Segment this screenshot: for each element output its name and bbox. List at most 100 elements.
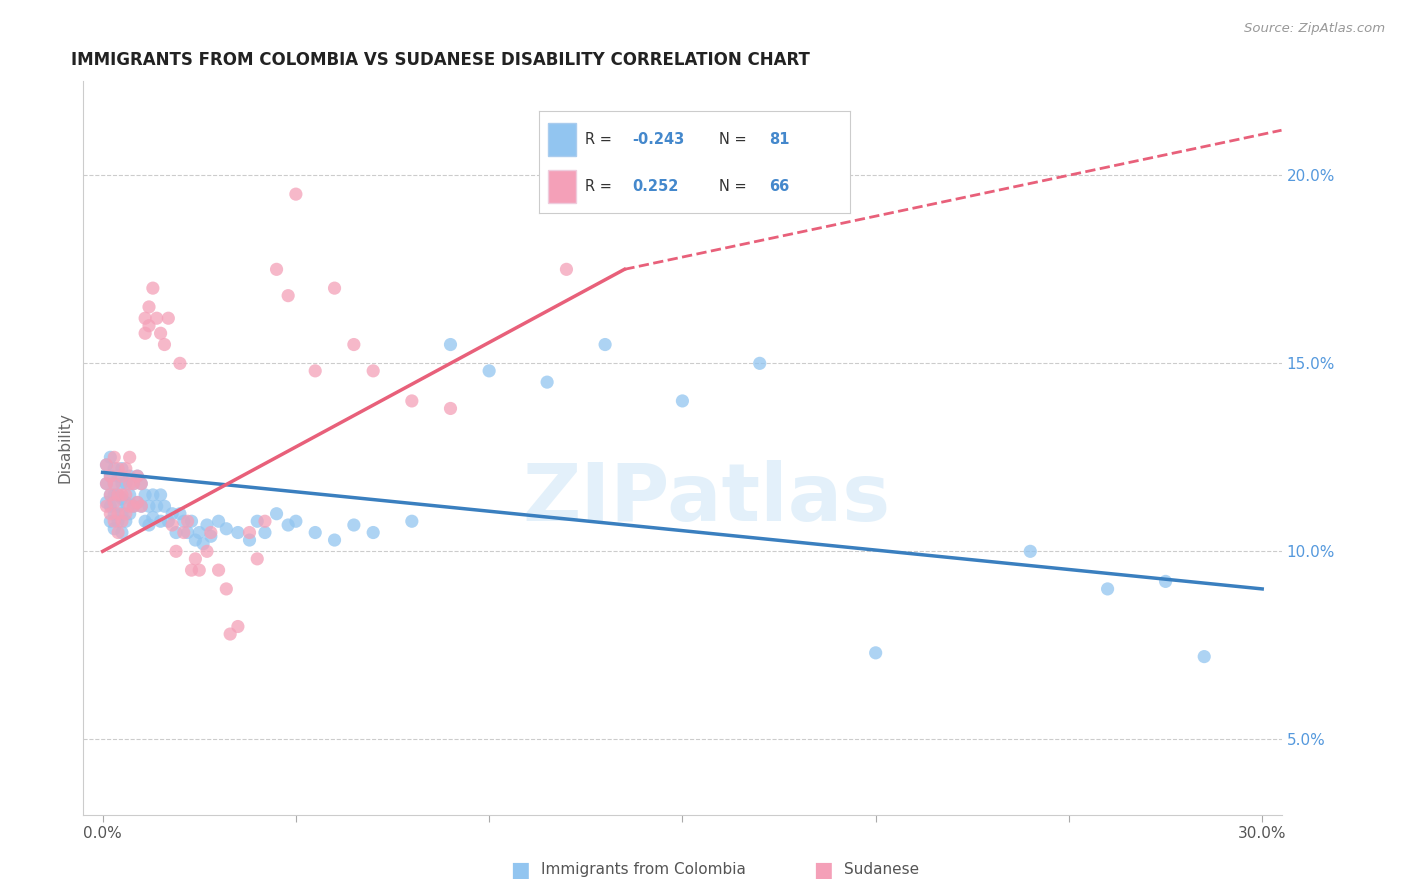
Point <box>114 461 136 475</box>
Point <box>238 525 260 540</box>
Point <box>748 356 770 370</box>
Point <box>111 507 134 521</box>
Point <box>593 337 616 351</box>
Point <box>1154 574 1177 589</box>
Point <box>118 499 141 513</box>
Point <box>129 499 152 513</box>
Point <box>361 364 384 378</box>
Point <box>536 375 558 389</box>
Point <box>134 514 156 528</box>
Point <box>173 514 195 528</box>
Point <box>160 518 183 533</box>
Text: Immigrants from Colombia: Immigrants from Colombia <box>541 863 747 877</box>
Point <box>103 450 125 465</box>
Point <box>200 525 222 540</box>
Point <box>96 476 118 491</box>
Point <box>180 563 202 577</box>
Text: Source: ZipAtlas.com: Source: ZipAtlas.com <box>1244 22 1385 36</box>
Point <box>142 488 165 502</box>
Point <box>184 552 207 566</box>
Point <box>478 364 501 378</box>
Text: ZIPatlas: ZIPatlas <box>522 460 890 538</box>
Text: IMMIGRANTS FROM COLOMBIA VS SUDANESE DISABILITY CORRELATION CHART: IMMIGRANTS FROM COLOMBIA VS SUDANESE DIS… <box>72 51 810 69</box>
Point <box>103 476 125 491</box>
Point <box>138 499 160 513</box>
Point <box>671 393 693 408</box>
Point <box>1019 544 1042 558</box>
Point <box>439 337 461 351</box>
Point <box>343 337 366 351</box>
Point <box>238 533 260 547</box>
Point <box>107 461 129 475</box>
Point <box>98 488 121 502</box>
Point <box>343 518 366 533</box>
Point <box>98 450 121 465</box>
Point <box>114 476 136 491</box>
Point <box>145 499 167 513</box>
Point <box>165 525 187 540</box>
Point <box>103 514 125 528</box>
Point <box>103 522 125 536</box>
Point <box>401 393 423 408</box>
Point <box>865 646 887 660</box>
Point <box>111 461 134 475</box>
Y-axis label: Disability: Disability <box>58 412 72 483</box>
Point <box>103 488 125 502</box>
Text: ■: ■ <box>510 860 530 880</box>
Point <box>118 488 141 502</box>
Point <box>98 488 121 502</box>
Point <box>129 476 152 491</box>
Point <box>323 281 346 295</box>
Point <box>96 495 118 509</box>
Point <box>103 476 125 491</box>
Point <box>555 262 578 277</box>
Point <box>401 514 423 528</box>
Point <box>219 627 242 641</box>
Point <box>103 507 125 521</box>
Point <box>246 552 269 566</box>
Point <box>323 533 346 547</box>
Point <box>277 288 299 302</box>
Point <box>142 281 165 295</box>
Point <box>114 488 136 502</box>
Point <box>188 563 211 577</box>
Point <box>122 499 145 513</box>
Point <box>114 514 136 528</box>
Point <box>215 582 238 596</box>
Point <box>176 514 198 528</box>
Point <box>284 514 307 528</box>
Point <box>149 514 172 528</box>
Point <box>253 525 276 540</box>
Point <box>111 514 134 528</box>
Point <box>127 495 149 509</box>
Point <box>134 488 156 502</box>
Point <box>266 507 288 521</box>
Point <box>361 525 384 540</box>
Point <box>118 450 141 465</box>
Point <box>122 499 145 513</box>
Point <box>266 262 288 277</box>
Point <box>98 469 121 483</box>
Point <box>111 525 134 540</box>
Point <box>138 318 160 333</box>
Point <box>253 514 276 528</box>
Point <box>160 507 183 521</box>
Point <box>107 525 129 540</box>
Point <box>180 514 202 528</box>
Point <box>145 311 167 326</box>
Point <box>149 488 172 502</box>
Point <box>96 499 118 513</box>
Point <box>122 476 145 491</box>
Point <box>134 311 156 326</box>
Point <box>184 533 207 547</box>
Point <box>107 514 129 528</box>
Point <box>118 507 141 521</box>
Point <box>246 514 269 528</box>
Point <box>118 476 141 491</box>
Point <box>129 476 152 491</box>
Point <box>188 525 211 540</box>
Point <box>111 491 134 506</box>
Point <box>277 518 299 533</box>
Point <box>107 507 129 521</box>
Point <box>98 499 121 513</box>
